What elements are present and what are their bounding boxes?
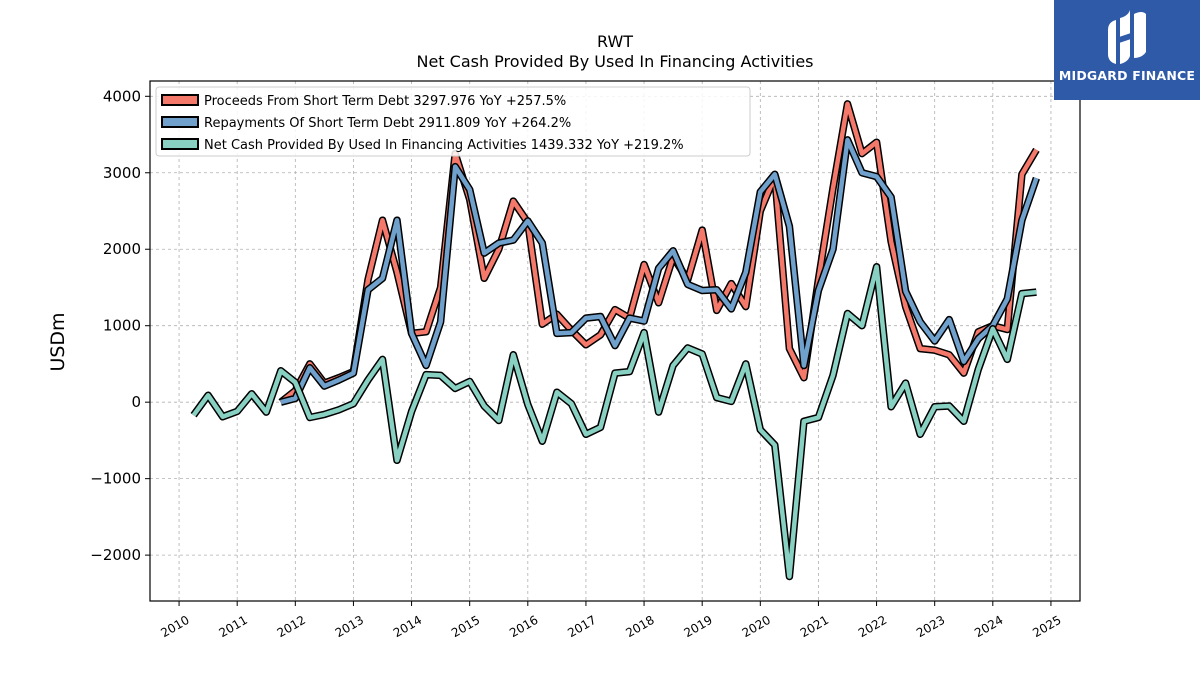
legend-swatch-0 <box>161 94 199 106</box>
x-tick-label: 2019 <box>681 613 714 640</box>
chart-subtitle: Net Cash Provided By Used In Financing A… <box>416 52 813 71</box>
plot-frame <box>149 80 1081 602</box>
y-tick-label: 3000 <box>103 164 141 182</box>
legend-label-0: Proceeds From Short Term Debt 3297.976 Y… <box>204 94 566 109</box>
legend-swatch-1 <box>161 116 199 128</box>
x-tick-label: 2025 <box>1030 613 1063 640</box>
x-tick-label: 2016 <box>507 613 540 640</box>
logo-text: MIDGARD FINANCE <box>1058 68 1196 83</box>
company-logo: MIDGARD FINANCE <box>1054 0 1200 100</box>
legend-box <box>155 86 751 157</box>
y-tick-label: 4000 <box>103 87 141 105</box>
x-tick-label: 2014 <box>391 613 424 640</box>
y-axis-label: USDm <box>47 312 69 371</box>
y-tick-label: −2000 <box>90 546 141 564</box>
legend-swatch-2 <box>161 138 199 150</box>
axis-ticks: 2010 2011 2012 2013 2014 2015 2016 2017 2018 2019… <box>90 87 1063 640</box>
series-2-line <box>191 264 1037 579</box>
y-tick-label: 2000 <box>103 240 141 258</box>
y-tick-label: 0 <box>131 393 141 411</box>
series-1-line <box>280 137 1039 405</box>
x-tick-label: 2010 <box>158 613 191 640</box>
y-tick-label: −1000 <box>90 470 141 488</box>
x-tick-label: 2022 <box>856 613 889 640</box>
chart-title: RWT <box>597 32 633 51</box>
x-tick-label: 2024 <box>972 613 1005 640</box>
x-tick-label: 2015 <box>449 613 482 640</box>
x-tick-label: 2011 <box>216 613 249 640</box>
logo-mark-icon <box>1108 10 1146 64</box>
x-tick-label: 2020 <box>740 613 773 640</box>
x-tick-label: 2012 <box>275 613 308 640</box>
x-tick-label: 2021 <box>798 613 831 640</box>
x-tick-label: 2013 <box>333 613 366 640</box>
legend: Proceeds From Short Term Debt 3297.976 Y… <box>155 86 751 157</box>
legend-label-2: Net Cash Provided By Used In Financing A… <box>204 138 684 153</box>
series-lines <box>190 100 1040 581</box>
x-tick-label: 2018 <box>623 613 656 640</box>
x-tick-label: 2023 <box>914 613 947 640</box>
y-tick-label: 1000 <box>103 317 141 335</box>
x-tick-label: 2017 <box>565 613 598 640</box>
legend-label-1: Repayments Of Short Term Debt 2911.809 Y… <box>204 116 571 131</box>
